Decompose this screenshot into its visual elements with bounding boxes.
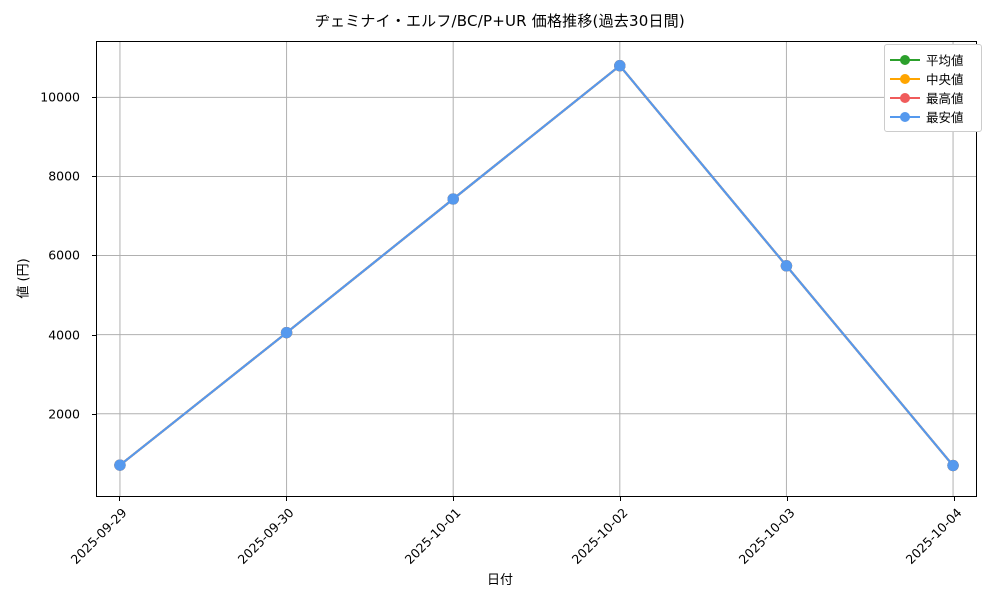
legend-item-最安値[interactable]: 最安値	[890, 107, 975, 126]
series-line-最安値	[118, 64, 955, 467]
data-point	[614, 60, 626, 72]
plot-area	[96, 41, 977, 497]
legend-item-中央値[interactable]: 中央値	[890, 69, 975, 88]
data-point	[280, 326, 293, 339]
data-point	[114, 459, 126, 471]
x-tick-mark	[954, 497, 955, 501]
data-series-layer	[114, 60, 959, 472]
y-tick-mark	[92, 334, 96, 336]
legend-item-最高値[interactable]: 最高値	[890, 88, 975, 107]
x-tick-mark	[286, 497, 287, 501]
legend-label: 最高値	[926, 91, 964, 106]
y-tick-label: 8000	[48, 168, 80, 184]
grid-lines	[97, 42, 976, 496]
x-tick-mark	[787, 497, 788, 501]
series-line-平均値	[118, 64, 955, 467]
chart-title: ヂェミナイ・エルフ/BC/P+UR 価格推移(過去30日間)	[315, 12, 685, 30]
y-tick-mark	[92, 176, 96, 178]
x-tick-mark	[119, 497, 120, 501]
legend-marker-icon	[890, 110, 920, 124]
y-axis-label: 値 (円)	[16, 258, 32, 299]
y-tick-label: 4000	[48, 327, 80, 343]
x-axis-label: 日付	[486, 573, 513, 588]
series-line-最高値	[118, 64, 955, 467]
x-tick-mark	[620, 497, 621, 501]
legend-marker-icon	[890, 72, 920, 86]
y-tick-mark	[92, 96, 96, 98]
y-tick-mark	[92, 255, 96, 257]
series-line-中央値	[118, 64, 955, 467]
y-tick-label: 6000	[48, 247, 80, 263]
legend-label: 最安値	[926, 110, 964, 125]
y-axis-tick-labels: 2000 4000 6000 8000 10000	[0, 0, 88, 600]
data-point	[780, 260, 793, 272]
legend-label: 中央値	[926, 72, 964, 87]
legend-marker-icon	[890, 91, 920, 105]
chart-legend[interactable]: 平均値中央値最高値最安値	[884, 44, 982, 132]
y-tick-mark	[92, 414, 96, 416]
legend-label: 平均値	[926, 53, 964, 68]
x-tick-mark	[453, 497, 454, 501]
legend-marker-icon	[890, 53, 920, 67]
legend-item-平均値[interactable]: 平均値	[890, 50, 975, 69]
y-tick-label: 2000	[48, 406, 80, 422]
data-point	[447, 193, 459, 205]
data-point	[947, 459, 959, 472]
y-tick-label: 10000	[40, 89, 80, 105]
